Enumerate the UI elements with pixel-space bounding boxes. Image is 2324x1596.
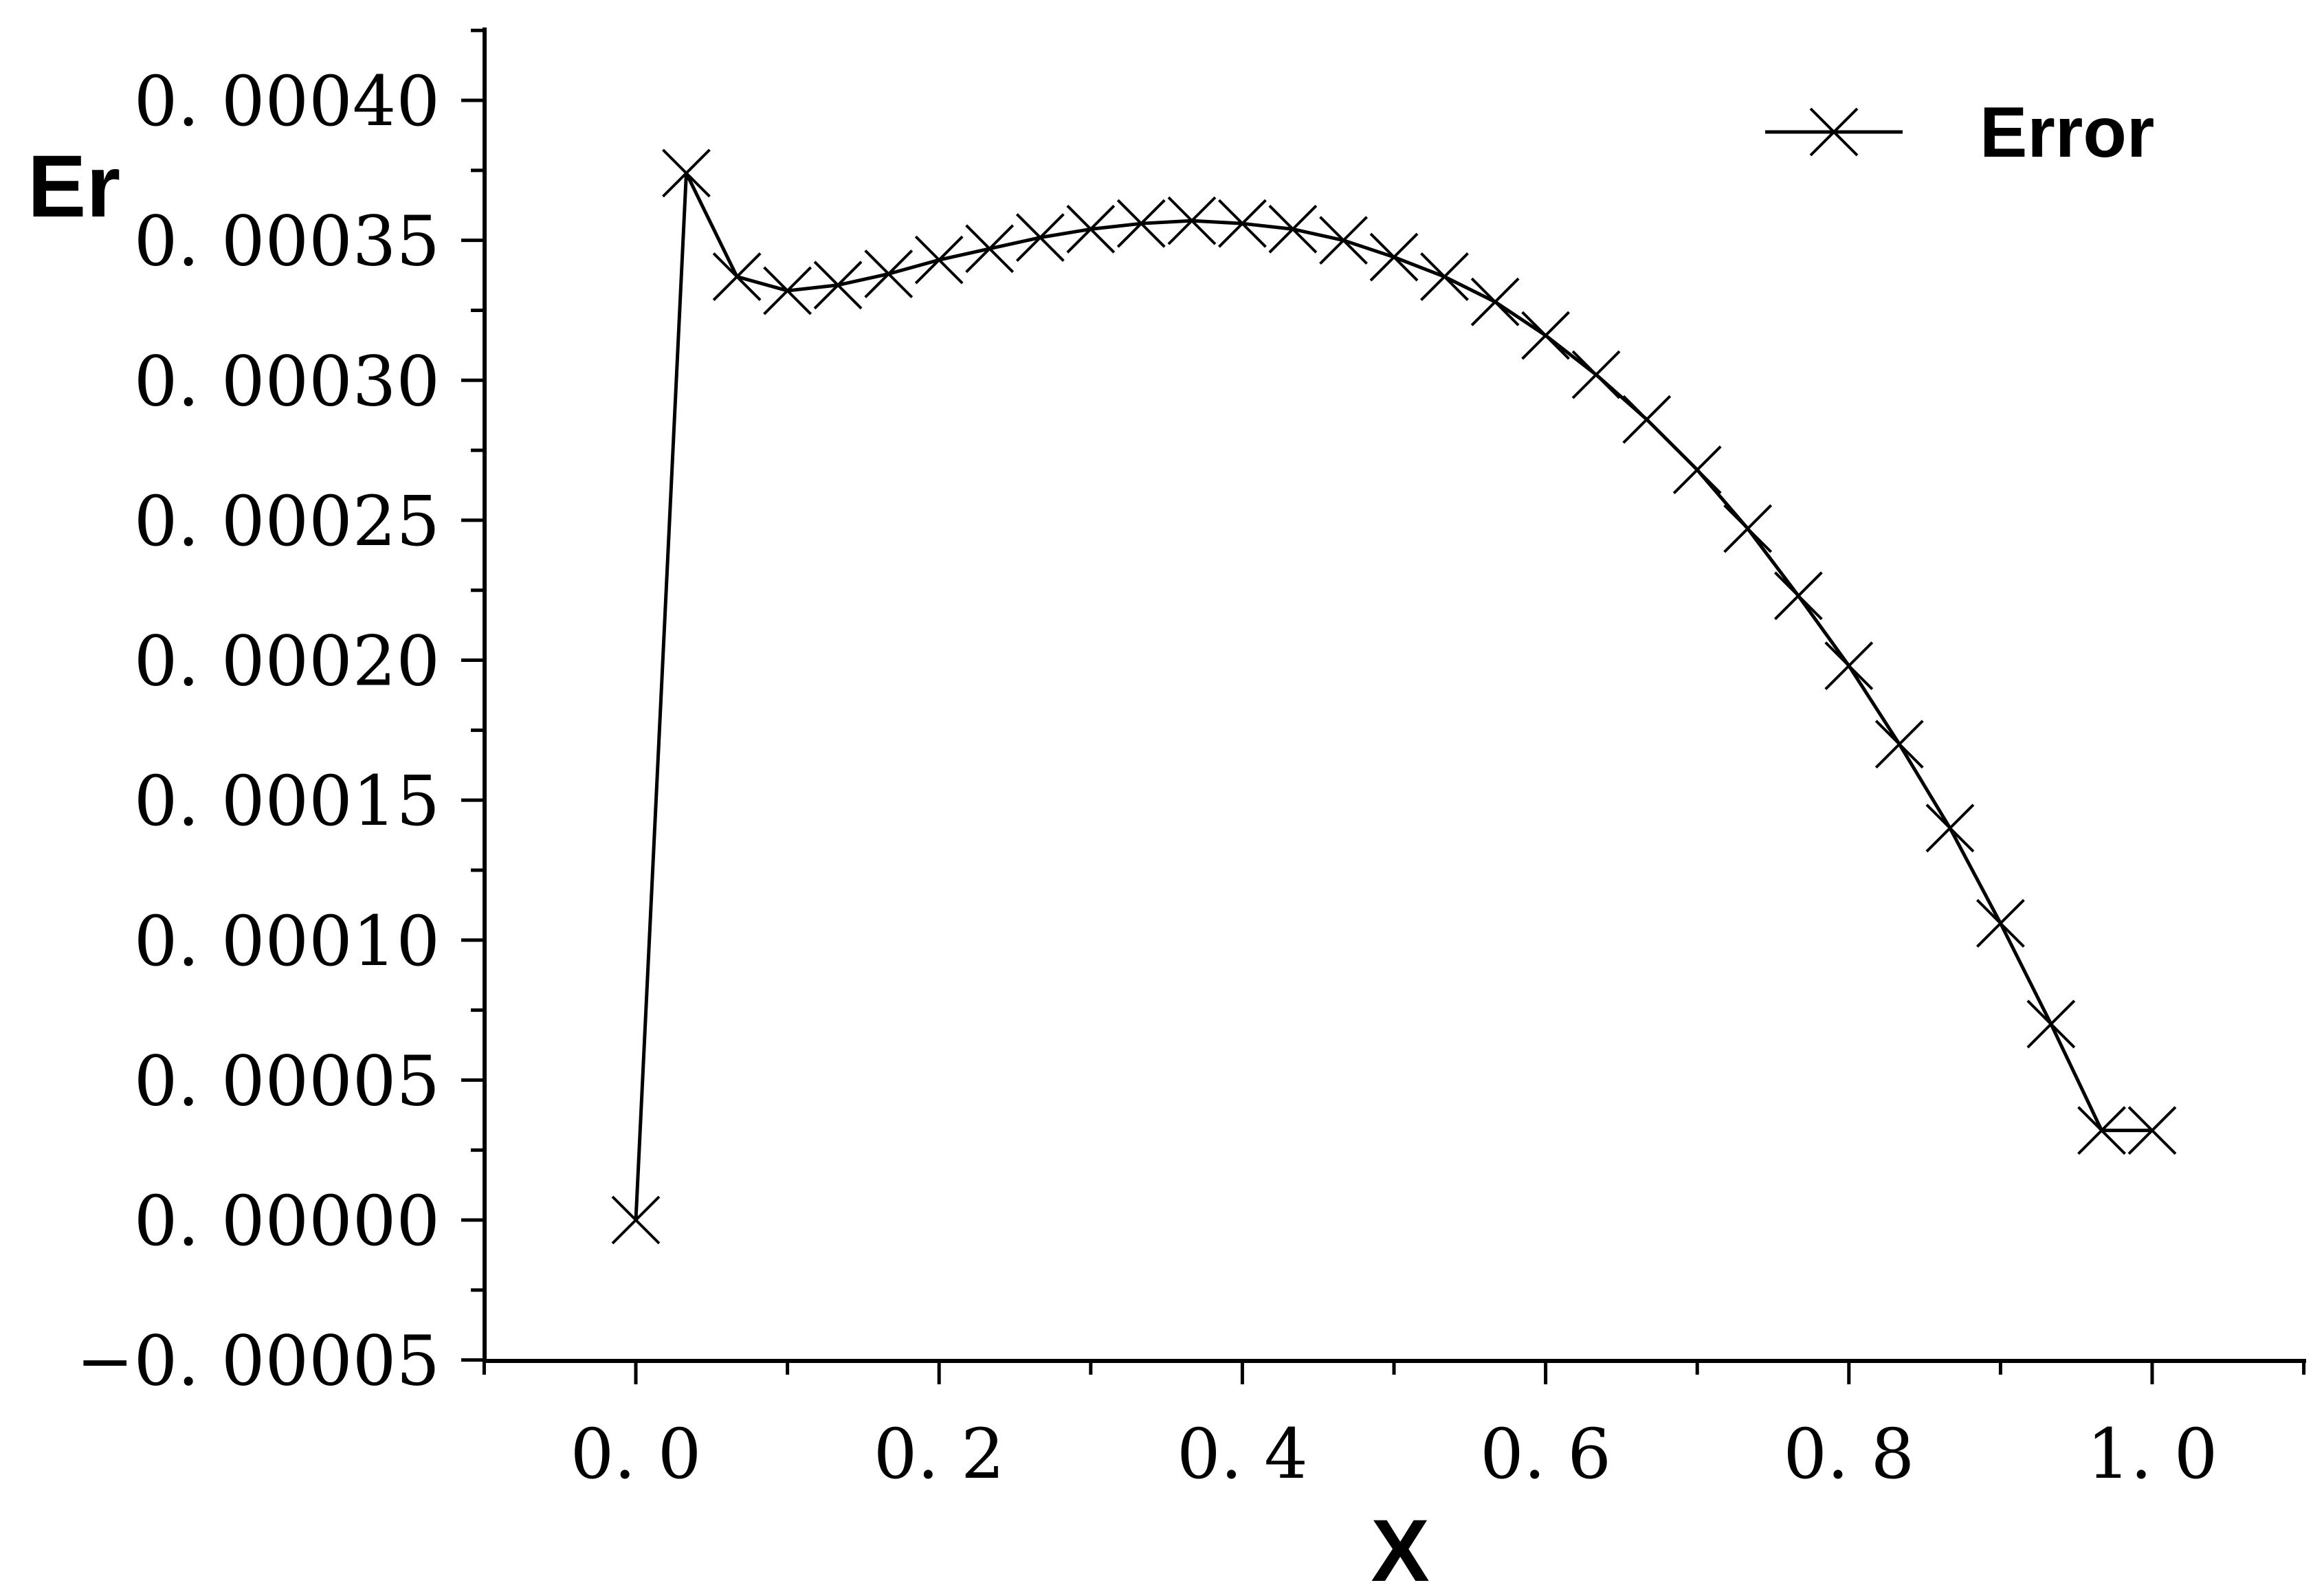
data-point-marker <box>1773 571 1823 621</box>
x-tick-label: 0. 6 <box>1480 1414 1611 1494</box>
y-tick-label: 0. 00000 <box>134 1181 440 1261</box>
data-point-marker <box>2127 1106 2177 1155</box>
data-point-marker <box>1167 196 1217 245</box>
data-point-marker <box>712 252 762 301</box>
data-point-marker <box>1571 350 1621 399</box>
y-tick-label: 0. 00040 <box>134 61 440 142</box>
data-point-marker <box>1217 199 1267 248</box>
data-point-marker <box>1521 311 1571 360</box>
data-point-marker <box>1874 720 1924 769</box>
data-point-marker <box>813 261 863 310</box>
data-point-marker <box>1925 803 1975 853</box>
series-line-error <box>634 172 2152 1221</box>
data-point-marker <box>1622 395 1672 444</box>
y-tick-label: 0. 00020 <box>134 621 440 702</box>
y-tick-label: −0. 00005 <box>76 1321 440 1401</box>
data-point-marker <box>1723 504 1773 553</box>
x-tick-label: 0. 0 <box>571 1414 702 1494</box>
data-point-marker <box>965 224 1015 274</box>
data-point-marker <box>1015 213 1065 262</box>
y-axis-title: Er <box>27 137 120 236</box>
data-point-marker <box>2077 1106 2126 1155</box>
y-tick-label: 0. 00035 <box>134 201 440 282</box>
y-tick-label: 0. 00005 <box>134 1041 440 1121</box>
data-point-marker <box>864 250 914 298</box>
x-tick-label: 0. 8 <box>1783 1414 1914 1494</box>
data-point-marker <box>2026 999 2076 1049</box>
data-point-marker <box>611 1195 661 1245</box>
data-point-marker <box>763 266 812 315</box>
x-tick-label: 0. 2 <box>874 1414 1005 1494</box>
x-tick-label: 0. 4 <box>1177 1414 1308 1494</box>
y-tick-label: 0. 00015 <box>134 761 440 841</box>
data-point-marker <box>662 148 711 198</box>
x-axis-ticks: 0. 0 0. 2 0. 4 0. 6 0. 8 1. 0 <box>482 1361 2306 1494</box>
y-axis-ticks: −0. 00005 0. 00000 0. 00005 0. 00010 0. 0001… <box>76 28 485 1401</box>
data-point-marker <box>1066 204 1116 254</box>
y-tick-label: 0. 00010 <box>134 901 440 982</box>
legend: Error <box>1765 93 2154 173</box>
series-layer <box>611 148 2177 1245</box>
data-point-marker <box>1420 252 1469 301</box>
x-tick-label: 1. 0 <box>2087 1414 2218 1494</box>
data-point-marker <box>1824 641 1874 691</box>
y-tick-label: 0. 00025 <box>134 481 440 562</box>
y-tick-label: 0. 00030 <box>134 341 440 421</box>
data-point-marker <box>914 235 964 285</box>
legend-label-error: Error <box>1980 93 2154 173</box>
data-point-marker <box>1268 204 1318 254</box>
data-point-marker <box>1672 445 1722 494</box>
x-axis-title: X <box>1371 1502 1429 1596</box>
data-point-marker <box>1319 216 1368 265</box>
data-point-marker <box>1369 232 1419 282</box>
data-point-marker <box>1116 199 1166 248</box>
data-point-marker <box>1470 277 1520 326</box>
legend-x-marker-icon <box>1809 107 1859 157</box>
data-point-marker <box>1976 898 2025 948</box>
